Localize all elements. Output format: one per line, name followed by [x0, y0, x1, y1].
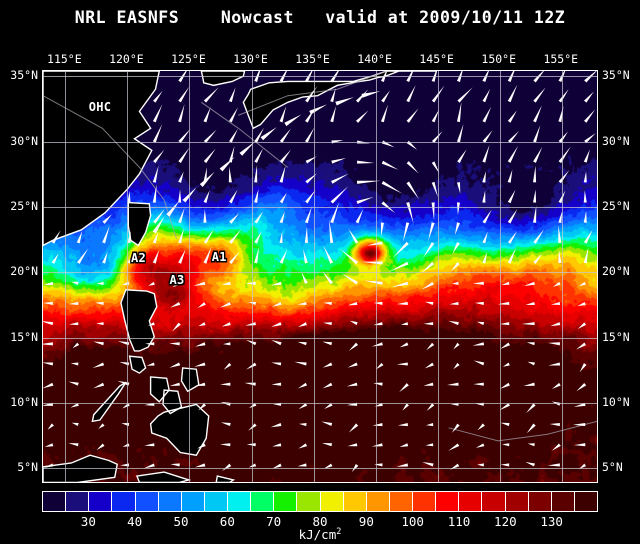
lon-tick-155E: 155°E	[543, 52, 579, 66]
page-title: NRL EASNFS Nowcast valid at 2009/10/11 1…	[74, 8, 566, 27]
colorbar-cell-7	[204, 492, 228, 511]
lon-tick-115E: 115°E	[47, 52, 82, 66]
lat-tick-l-30N: 30°N	[10, 133, 38, 148]
lat-tick-r-15N: 15°N	[602, 329, 630, 344]
colorbar-tick-130: 130	[540, 514, 563, 529]
colorbar-tick-50: 50	[173, 514, 189, 529]
lon-tick-150E: 150°E	[481, 52, 517, 66]
colorbar-cell-5	[158, 492, 182, 511]
lat-tick-l-25N: 25°N	[10, 198, 38, 213]
colorbar-cell-9	[251, 492, 275, 511]
ohc-field-label: OHC	[88, 100, 112, 114]
colorbar-cell-23	[574, 492, 597, 511]
lon-tick-145E: 145°E	[419, 52, 454, 66]
feature-label-a3: A3	[169, 273, 185, 288]
colorbar-cell-15	[389, 492, 413, 511]
feature-label-a2: A2	[131, 250, 147, 265]
colorbar-cell-8	[228, 492, 252, 511]
colorbar-tick-90: 90	[358, 514, 374, 529]
colorbar-cell-6	[181, 492, 205, 511]
colorbar-tick-80: 80	[312, 514, 328, 529]
lon-tick-120E: 120°E	[109, 52, 144, 66]
colorbar-cell-1	[66, 492, 90, 511]
colorbar-cell-12	[320, 492, 344, 511]
lat-tick-l-10N: 10°N	[10, 394, 38, 409]
ohc-heatmap-canvas	[43, 71, 597, 482]
colorbar-cell-11	[297, 492, 321, 511]
colorbar-tick-30: 30	[80, 514, 96, 529]
colorbar-tick-60: 60	[219, 514, 235, 529]
lat-tick-r-5N: 5°N	[602, 460, 623, 475]
lat-tick-r-35N: 35°N	[602, 68, 630, 83]
colorbar-cell-14	[366, 492, 390, 511]
colorbar-cell-19	[482, 492, 506, 511]
colorbar-cell-17	[436, 492, 460, 511]
lat-tick-l-35N: 35°N	[10, 68, 38, 83]
colorbar-unit-exponent: 2	[336, 527, 342, 537]
colorbar[interactable]	[42, 491, 598, 512]
colorbar-cell-0	[43, 492, 67, 511]
colorbar-cell-21	[528, 492, 552, 511]
colorbar-tick-100: 100	[401, 514, 424, 529]
feature-label-a1: A1	[211, 249, 227, 264]
lat-tick-r-20N: 20°N	[602, 264, 630, 279]
lon-tick-125E: 125°E	[171, 52, 206, 66]
lat-tick-l-15N: 15°N	[10, 329, 38, 344]
colorbar-cell-22	[551, 492, 575, 511]
colorbar-tick-110: 110	[447, 514, 471, 529]
colorbar-cell-18	[459, 492, 483, 511]
lat-tick-r-10N: 10°N	[602, 394, 630, 409]
lon-tick-135E: 135°E	[295, 52, 330, 66]
colorbar-tick-70: 70	[266, 514, 282, 529]
colorbar-unit-label: kJ/cm2	[298, 527, 342, 543]
colorbar-cell-20	[505, 492, 529, 511]
colorbar-tick-40: 40	[127, 514, 143, 529]
lat-tick-r-30N: 30°N	[602, 133, 630, 148]
lat-tick-r-25N: 25°N	[602, 198, 630, 213]
lon-tick-140E: 140°E	[357, 52, 392, 66]
colorbar-cell-2	[89, 492, 113, 511]
lat-tick-l-5N: 5°N	[17, 460, 38, 475]
colorbar-cell-13	[343, 492, 367, 511]
colorbar-cell-4	[135, 492, 159, 511]
ohc-field	[43, 71, 597, 482]
colorbar-cell-16	[413, 492, 437, 511]
map-plot-area[interactable]: OHC A2 A1 A3	[42, 70, 598, 483]
lon-tick-130E: 130°E	[233, 52, 268, 66]
colorbar-cell-10	[274, 492, 298, 511]
colorbar-cell-3	[112, 492, 136, 511]
lat-tick-l-20N: 20°N	[10, 264, 38, 279]
colorbar-tick-120: 120	[494, 514, 517, 529]
